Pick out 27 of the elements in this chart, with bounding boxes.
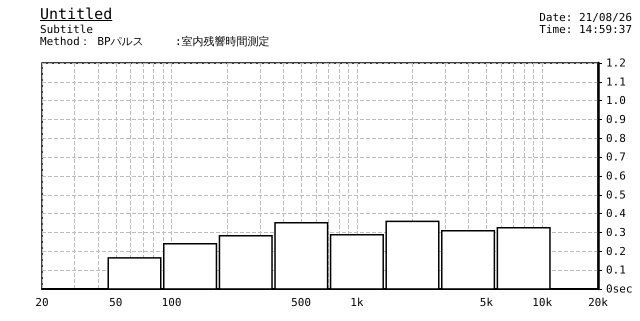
y-tick-label: 0.5 [606, 188, 626, 202]
x-tick-label: 20 [35, 296, 49, 309]
x-tick-label: 10k [532, 296, 553, 309]
x-tick-label: 20k [588, 296, 608, 309]
text: Date: 21/08/26 [539, 11, 632, 24]
x-tick-label: 50 [109, 296, 122, 309]
y-tick-label: 0.2 [606, 244, 626, 258]
y-tick-label: 0.6 [606, 170, 626, 182]
y-tick-label: 0.3 [606, 226, 626, 239]
chart-title: Untitled [40, 5, 112, 23]
chart-subtitle: Subtitle [40, 23, 93, 36]
y-tick-label: 0.4 [606, 207, 626, 220]
text: Time: 14:59:37 [539, 23, 632, 36]
text: :室内残響時間測定 [175, 35, 270, 48]
x-tick-label: 1k [350, 296, 364, 309]
x-tick-label: 500 [291, 296, 312, 309]
y-tick-label: 0.1 [606, 264, 626, 277]
y-tick-label: 0.9 [606, 113, 626, 126]
y-tick-label: 0.8 [606, 132, 626, 145]
y-tick-label: 0sec [606, 282, 632, 296]
x-tick-label: 5k [480, 296, 494, 309]
y-tick-label: 1.0 [606, 94, 626, 108]
y-tick-label: 0.7 [606, 150, 626, 164]
y-tick-label: 1.1 [606, 75, 626, 88]
text: Method： BPパルス [40, 35, 144, 48]
x-tick-label: 100 [162, 296, 182, 309]
y-tick-label: 1.2 [606, 56, 626, 70]
